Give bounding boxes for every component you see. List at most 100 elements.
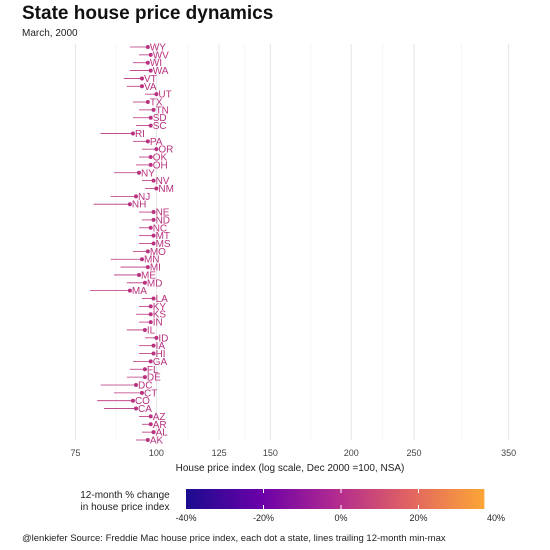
state-dot [139,84,144,89]
state-dot [151,217,156,222]
state-dot [142,367,147,372]
state-dot [139,257,144,262]
state-label: MN [144,255,160,266]
state-row-tn: TN [139,105,169,116]
state-label: AR [153,420,167,431]
state-row-mt: MT [139,231,170,242]
legend-title-line1: 12-month % change [80,490,170,501]
state-dot [142,280,147,285]
state-row-az: AZ [139,412,165,423]
state-row-dc: DC [100,380,152,391]
state-label: WY [150,43,166,54]
legend-title: 12-month % change in house price index [60,490,190,514]
state-label: NH [132,200,146,211]
state-label: MS [156,239,171,250]
state-dot [145,100,150,105]
state-label: AZ [153,412,166,423]
state-dot [154,335,159,340]
state-label: MA [132,286,147,297]
state-row-ia: IA [139,341,165,352]
legend-tick-label: 0% [334,513,347,523]
state-label: TX [150,98,163,109]
state-row-nd: ND [141,215,170,226]
state-row-co: CO [97,396,150,407]
state-dot [148,225,153,230]
state-label: NC [153,223,167,234]
state-row-ok: OK [139,153,167,164]
state-dot [151,430,156,435]
state-row-mn: MN [110,255,160,266]
state-row-mo: MO [132,247,166,258]
legend-tick-label: -20% [253,513,274,523]
state-row-wi: WI [132,58,162,69]
state-dot [142,375,147,380]
state-row-id: ID [144,333,168,344]
state-row-wy: WY [129,43,166,54]
state-row-ks: KS [135,310,167,321]
state-row-ar: AR [141,420,167,431]
state-dot [137,272,142,277]
state-row-ut: UT [144,90,172,101]
state-label: DC [138,380,152,391]
x-tick-label: 250 [406,448,421,458]
state-dot [145,249,150,254]
state-label: RI [135,129,145,140]
legend-title-line2: in house price index [80,502,170,513]
state-label: ND [156,215,170,226]
state-dot [151,351,156,356]
state-dot [148,312,153,317]
chart-title: State house price dynamics [22,3,274,24]
state-dot [151,241,156,246]
state-row-de: DE [126,373,161,384]
state-label: PA [150,137,163,148]
state-label: IA [156,341,166,352]
state-row-nj: NJ [110,192,150,203]
state-label: DE [147,373,161,384]
state-label: WA [153,66,169,77]
state-dot [145,265,150,270]
state-label: IL [147,325,156,336]
state-label: UT [158,90,171,101]
state-label: WI [150,58,162,69]
state-dot [139,390,144,395]
state-row-oh: OH [135,160,168,171]
state-row-va: VA [126,82,157,93]
state-dot [148,115,153,120]
state-label: MI [150,263,161,274]
state-row-nv: NV [141,176,170,187]
state-dot [148,359,153,364]
state-label: FL [147,365,159,376]
x-axis-ticks: 75 100 125 150 200 250 350 [71,448,517,458]
x-tick-label: 100 [149,448,164,458]
state-dot [127,288,132,293]
state-label: VA [144,82,157,93]
x-tick-label: 75 [71,448,81,458]
state-row-il: IL [126,325,156,336]
state-label: AK [150,436,164,447]
state-label: CA [138,404,152,415]
state-dot [151,210,156,215]
state-dot [151,107,156,112]
state-row-ca: CA [104,404,152,415]
state-row-ms: MS [139,239,171,250]
state-dot [148,123,153,128]
state-label: SD [153,113,167,124]
state-row-in: IN [139,318,163,329]
state-label: NM [158,184,174,195]
state-label: CT [144,388,157,399]
state-row-fl: FL [129,365,159,376]
state-row-hi: HI [139,349,166,360]
x-tick-label: 200 [344,448,359,458]
state-row-pa: PA [132,137,163,148]
state-row-ny: NY [113,168,155,179]
legend-tick-label: 20% [409,513,427,523]
state-dot [133,194,138,199]
state-row-vt: VT [123,74,157,85]
state-label: KS [153,310,167,321]
color-legend: -40% -20% 0% 20% 40% [175,489,505,523]
state-label: MO [150,247,166,258]
state-dot [151,343,156,348]
state-label: KY [153,302,167,313]
state-dot [139,76,144,81]
state-label: OK [153,153,168,164]
